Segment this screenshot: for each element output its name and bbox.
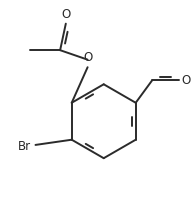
Text: O: O: [83, 51, 92, 64]
Text: Br: Br: [18, 140, 31, 153]
Text: O: O: [181, 74, 191, 87]
Text: O: O: [61, 8, 70, 21]
